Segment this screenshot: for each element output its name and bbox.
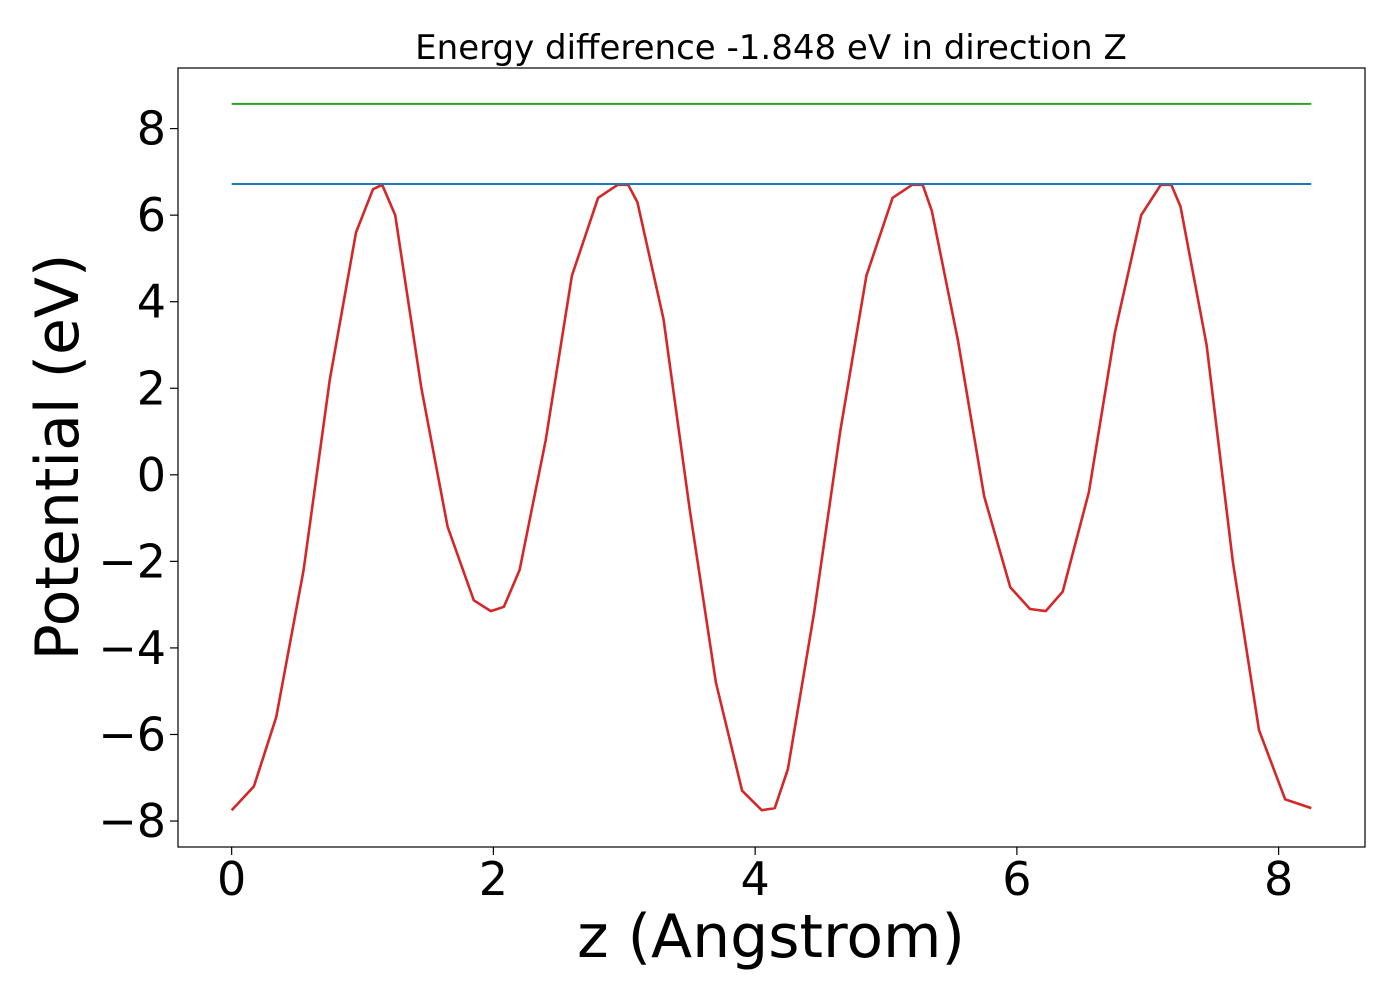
y-tick-label: 8 (137, 102, 166, 156)
x-tick-label: 4 (741, 852, 770, 906)
y-tick-label: 2 (137, 361, 166, 415)
y-tick-label: −2 (98, 534, 166, 588)
plot-area (230, 102, 1312, 812)
x-tick-label: 6 (1002, 852, 1031, 906)
axes-frame (177, 67, 1366, 848)
y-tick-label: 6 (137, 188, 166, 242)
x-tick-label: 0 (217, 852, 246, 906)
x-axis-label: z (Angstrom) (577, 902, 965, 972)
y-tick-label: −4 (98, 621, 166, 675)
axis-ticks: 0 2 4 6 8 −8 −6 −4 −2 0 2 4 6 8 (98, 67, 1366, 906)
chart-title: Energy difference -1.848 eV in direction… (415, 28, 1127, 68)
x-tick-label: 8 (1264, 852, 1293, 906)
y-tick-label: 4 (137, 275, 166, 329)
y-axis-label: Potential (eV) (23, 254, 93, 661)
x-tick-label: 2 (479, 852, 508, 906)
series-line-0 (230, 183, 1312, 812)
y-tick-label: 0 (137, 448, 166, 502)
y-tick-label: −8 (98, 794, 166, 848)
y-tick-label: −6 (98, 707, 166, 761)
